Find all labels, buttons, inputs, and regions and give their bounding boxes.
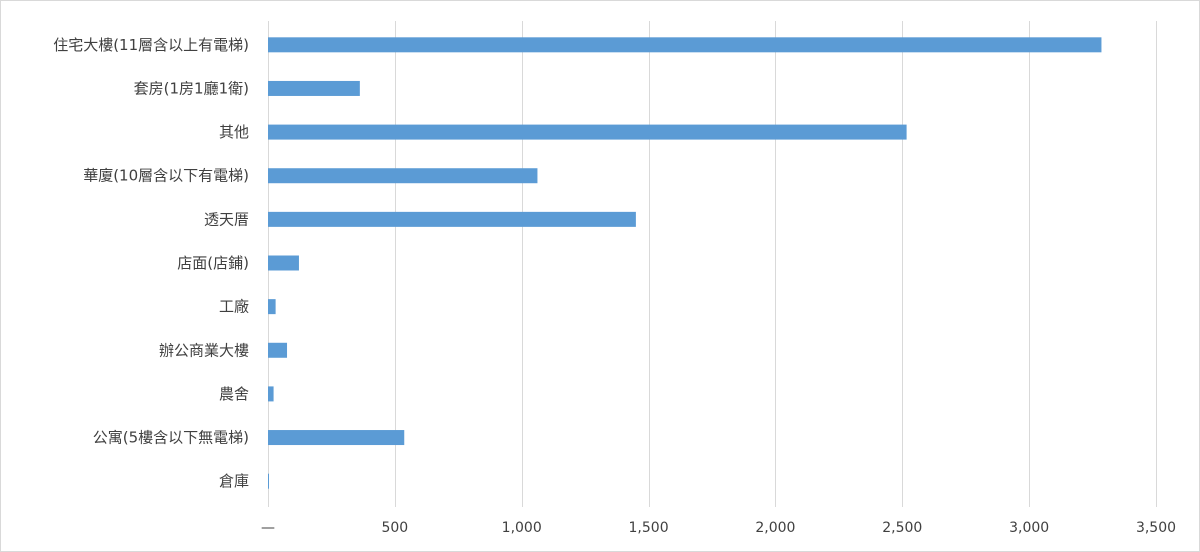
category-label: 華廈(10層含以下有電梯): [83, 167, 249, 185]
category-label: 透天厝: [204, 210, 249, 228]
bar: [268, 211, 636, 227]
category-label: 倉庫: [219, 472, 249, 490]
bars: [268, 37, 1102, 489]
x-tick-label: 2,500: [882, 520, 922, 536]
bar: [268, 37, 1102, 53]
x-tick-label: 1,500: [629, 520, 669, 536]
x-axis-tick-labels: — 500 1,000 1,500 2,000 2,500 3,000 3,500: [261, 520, 1176, 536]
bar: [268, 342, 288, 358]
category-label: 其他: [219, 123, 249, 141]
x-tick-label: —: [261, 520, 275, 536]
bar: [268, 255, 299, 271]
category-label: 店面(店鋪): [177, 254, 249, 272]
bar: [268, 473, 269, 489]
category-label: 農舍: [219, 385, 249, 403]
bar: [268, 386, 274, 402]
bar: [268, 124, 907, 140]
category-labels: 住宅大樓(11層含以上有電梯) 套房(1房1廳1衛) 其他華廈(10層含以下有電梯)…: [53, 36, 249, 490]
category-label: 辦公商業大樓: [159, 341, 249, 359]
bar: [268, 430, 405, 446]
bar: [268, 80, 360, 96]
x-tick-label: 500: [381, 520, 408, 536]
x-tick-label: 1,000: [502, 520, 542, 536]
category-label: 套房(1房1廳1衛): [134, 79, 249, 97]
gridlines: [268, 21, 1157, 507]
category-label: 工廠: [219, 298, 249, 316]
category-label: 住宅大樓(11層含以上有電梯): [53, 36, 249, 54]
category-label: 公寓(5樓含以下無電梯): [93, 429, 249, 447]
x-tick-label: 2,000: [755, 520, 795, 536]
bar: [268, 168, 538, 184]
x-tick-label: 3,500: [1136, 520, 1176, 536]
x-tick-label: 3,000: [1009, 520, 1049, 536]
bar: [268, 299, 276, 315]
